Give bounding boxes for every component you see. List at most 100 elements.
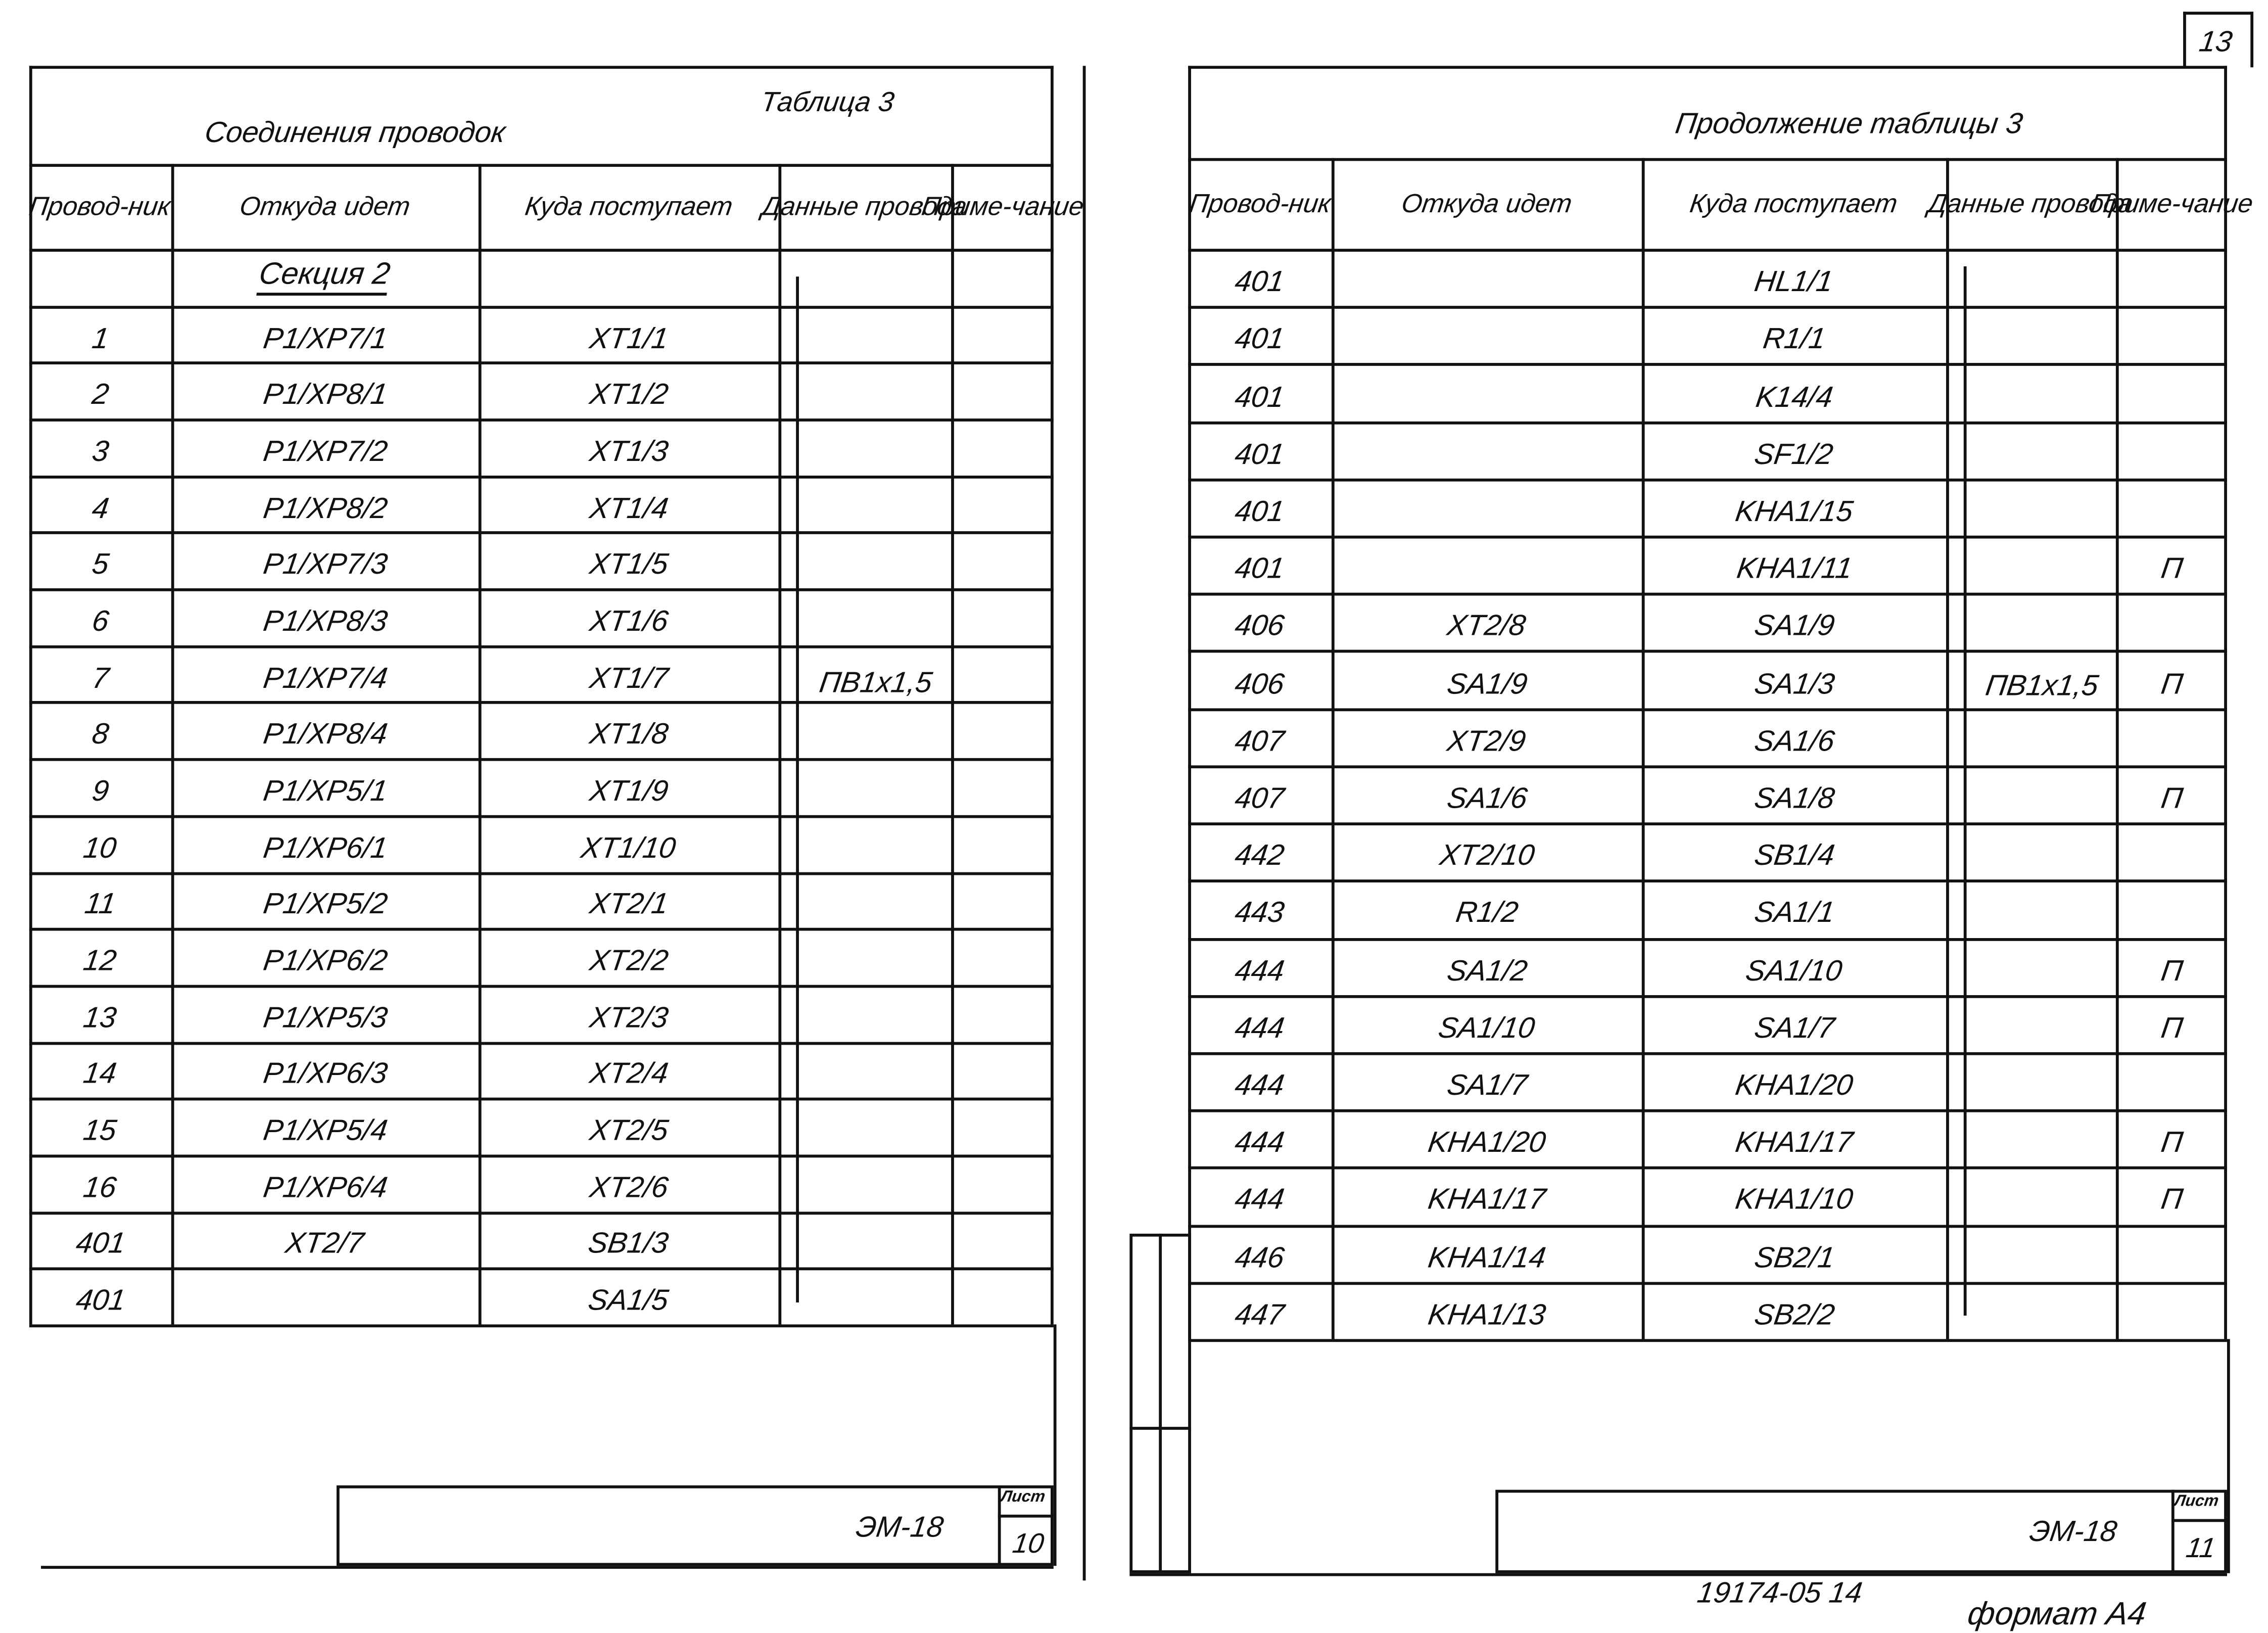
row-line	[29, 532, 1054, 535]
wire-number-text: 1	[89, 322, 111, 355]
wire-data: ПВ1х1,5	[1967, 659, 2116, 716]
row-line	[29, 1154, 1054, 1158]
row-line	[1188, 593, 2227, 596]
wire-number-text: 401	[73, 1228, 127, 1261]
wire-from: SA1/2	[1332, 943, 1642, 1001]
wire-number-text: 406	[1233, 611, 1287, 643]
wire-to-text: XT1/10	[579, 832, 678, 865]
wire-number-text: 2	[89, 379, 111, 412]
wire-to: SA1/9	[1642, 599, 1946, 657]
wire-to-text: SA1/5	[586, 1285, 671, 1318]
column-header: Куда поступает	[479, 164, 779, 249]
wire-to-text: XT2/4	[587, 1058, 670, 1091]
wire-to-text: HL1/1	[1753, 266, 1835, 299]
title-block	[336, 1485, 1054, 1566]
wire-from-text: R1/2	[1453, 898, 1520, 930]
sheet-label: Лист	[1000, 1488, 1047, 1506]
wire-from: KHA1/17	[1332, 1173, 1642, 1230]
wire-to-text: SA1/6	[1752, 725, 1836, 758]
wire-number-text: 5	[89, 549, 111, 582]
wire-number-text: 14	[81, 1058, 119, 1091]
wire-to: SB2/2	[1642, 1287, 1946, 1345]
wire-note	[951, 934, 1054, 991]
wire-note	[2116, 427, 2227, 484]
wire-number-text: 7	[89, 662, 111, 695]
column-header-text: Откуда идет	[1399, 189, 1574, 218]
wire-from-text: P1/XP7/4	[261, 662, 389, 695]
wire-from: P1/XP7/4	[171, 651, 479, 708]
wire-from: P1/XP8/4	[171, 708, 479, 764]
wire-number-text: 401	[1233, 438, 1287, 471]
wire-number: 401	[1188, 369, 1332, 427]
format-label: формат А4	[1965, 1595, 2149, 1632]
wire-from	[1332, 369, 1642, 427]
row-line	[29, 588, 1054, 592]
wire-note	[951, 425, 1054, 481]
wire-to: KHA1/11	[1642, 541, 1946, 599]
brace-mark	[796, 277, 811, 1302]
column-line	[2115, 158, 2119, 1339]
column-line	[1946, 158, 1949, 1339]
wire-number-text: 447	[1233, 1299, 1287, 1332]
wire-from-text: SA1/2	[1444, 955, 1529, 988]
frame-bottom	[41, 1566, 1054, 1569]
sheet-number: 10	[1010, 1529, 1046, 1560]
row-line	[1188, 765, 2227, 768]
wire-number: 407	[1188, 714, 1332, 771]
wire-note	[2116, 484, 2227, 542]
wire-to-text: KHA1/11	[1734, 553, 1854, 586]
wire-number: 447	[1188, 1287, 1332, 1345]
fold-divider	[1082, 66, 1086, 1581]
section-heading: Секция 2	[171, 249, 479, 305]
wire-to: XT1/9	[479, 764, 779, 821]
wire-number: 401	[1188, 427, 1332, 484]
wire-note	[951, 311, 1054, 368]
wire-to: XT1/3	[479, 425, 779, 481]
wire-to: XT1/2	[479, 368, 779, 425]
wire-number: 406	[1188, 599, 1332, 657]
wire-number: 401	[29, 1217, 171, 1274]
wire-from-text: P1/XP6/1	[261, 832, 389, 865]
wire-note: П	[2116, 771, 2227, 829]
wire-to: KHA1/20	[1642, 1058, 1946, 1115]
wire-from: XT2/9	[1332, 714, 1642, 771]
header-divider	[29, 249, 1054, 252]
section-heading-text: Секция 2	[257, 258, 393, 296]
wire-note: П	[2116, 1115, 2227, 1173]
wire-note	[2116, 312, 2227, 369]
wire-number-text: 444	[1233, 955, 1287, 988]
wire-number: 401	[1188, 484, 1332, 542]
row-line	[1188, 822, 2227, 826]
wire-to-text: KHA1/20	[1733, 1069, 1855, 1102]
wire-to: K14/4	[1642, 369, 1946, 427]
wire-from	[171, 1274, 479, 1330]
wire-note	[951, 594, 1054, 651]
wire-to-text: SB1/4	[1752, 840, 1836, 873]
row-line	[29, 871, 1054, 875]
table-title: Соединения проводок	[203, 117, 508, 150]
wire-note	[2116, 369, 2227, 427]
wire-to: SA1/6	[1642, 714, 1946, 771]
row-line	[29, 702, 1054, 705]
wire-to: XT1/4	[479, 481, 779, 538]
wire-to: XT2/2	[479, 934, 779, 991]
row-line	[29, 645, 1054, 648]
wire-number: 11	[29, 877, 171, 934]
wire-number-text: 444	[1233, 1069, 1287, 1102]
wire-from-text: XT2/10	[1437, 840, 1536, 873]
wire-from: P1/XP5/1	[171, 764, 479, 821]
column-header-text: Провод-ник	[1187, 189, 1333, 218]
wire-note-text: П	[2158, 955, 2185, 988]
wire-note: П	[2116, 1001, 2227, 1058]
wire-from: SA1/10	[1332, 1001, 1642, 1058]
wire-to-text: XT1/9	[587, 775, 670, 808]
wire-to-text: XT2/6	[587, 1172, 670, 1204]
wire-number-text: 10	[81, 832, 119, 865]
wire-to: XT1/8	[479, 708, 779, 764]
wire-number-text: 442	[1233, 840, 1287, 873]
wire-note	[951, 1047, 1054, 1104]
column-line	[951, 164, 954, 1325]
wire-to: XT2/4	[479, 1047, 779, 1104]
wire-to-text: XT1/7	[587, 662, 670, 695]
wire-number-text: 401	[73, 1285, 127, 1318]
